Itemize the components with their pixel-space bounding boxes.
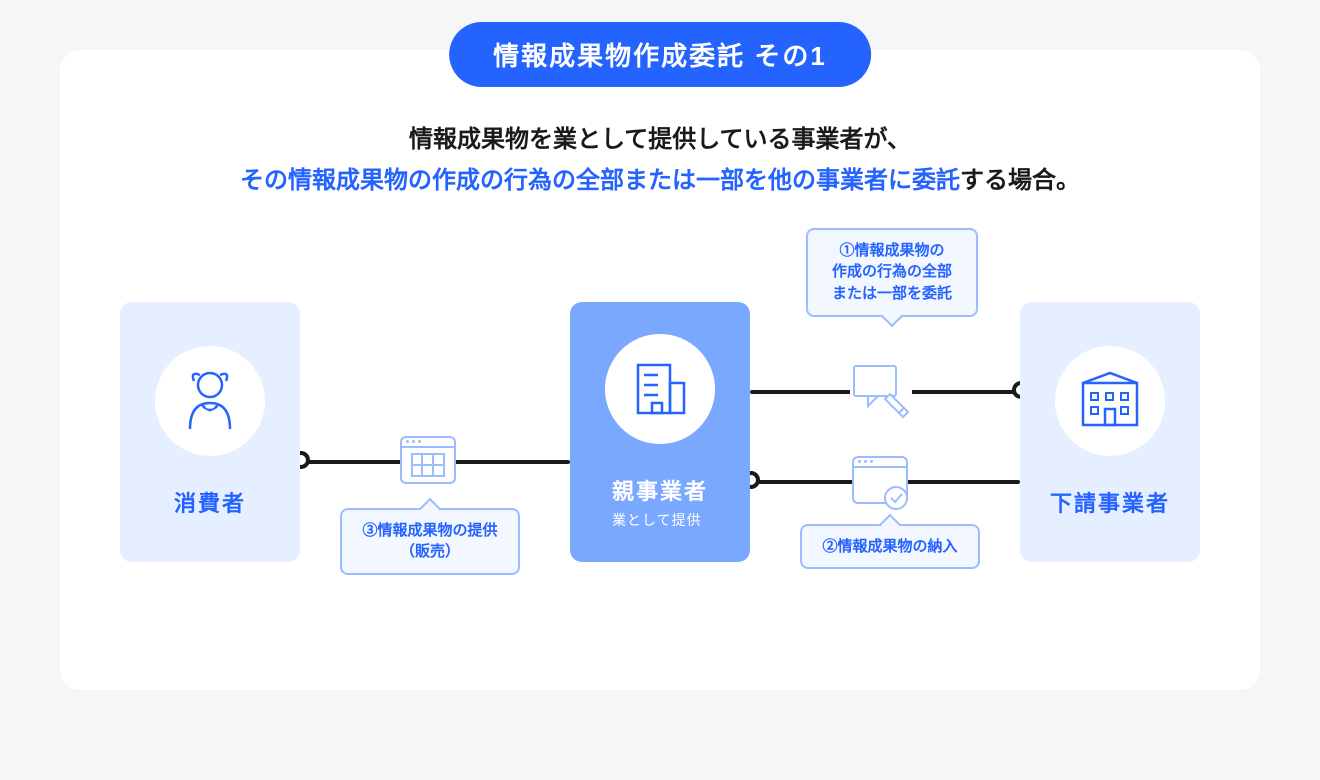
- entity-parent: 親事業者 業として提供: [570, 302, 750, 562]
- subcontractor-icon: [1055, 346, 1165, 456]
- commission-line-icon: [850, 360, 912, 420]
- diagram-card: 情報成果物作成委託 その1 情報成果物を業として提供している事業者が、 その情報…: [60, 50, 1260, 690]
- parent-icon: [605, 334, 715, 444]
- description: 情報成果物を業として提供している事業者が、 その情報成果物の作成の行為の全部また…: [60, 120, 1260, 202]
- subcontractor-label: 下請事業者: [1050, 486, 1170, 518]
- consumer-icon: [155, 346, 265, 456]
- provide-line-icon: [400, 436, 456, 484]
- callout-delivery: ②情報成果物の納入: [800, 524, 980, 570]
- delivery-line-icon: [852, 456, 908, 504]
- title-pill: 情報成果物作成委託 その1: [449, 22, 871, 87]
- callout-commission: ①情報成果物の作成の行為の全部または一部を委託: [806, 228, 978, 317]
- entity-subcontractor: 下請事業者: [1020, 302, 1200, 562]
- desc-line1: 情報成果物を業として提供している事業者が、: [409, 126, 911, 153]
- parent-sublabel: 業として提供: [612, 510, 708, 530]
- consumer-label: 消費者: [174, 486, 246, 518]
- desc-suffix: する場合。: [960, 167, 1080, 194]
- flow-diagram: ①情報成果物の作成の行為の全部または一部を委託 ②情報成果物の納入 ③情報成果物…: [60, 242, 1260, 622]
- parent-label: 親事業者: [612, 474, 708, 506]
- callout-provide: ③情報成果物の提供（販売）: [340, 508, 520, 576]
- desc-highlight: その情報成果物の作成の行為の全部または一部を他の事業者に委託: [240, 167, 960, 194]
- entity-consumer: 消費者: [120, 302, 300, 562]
